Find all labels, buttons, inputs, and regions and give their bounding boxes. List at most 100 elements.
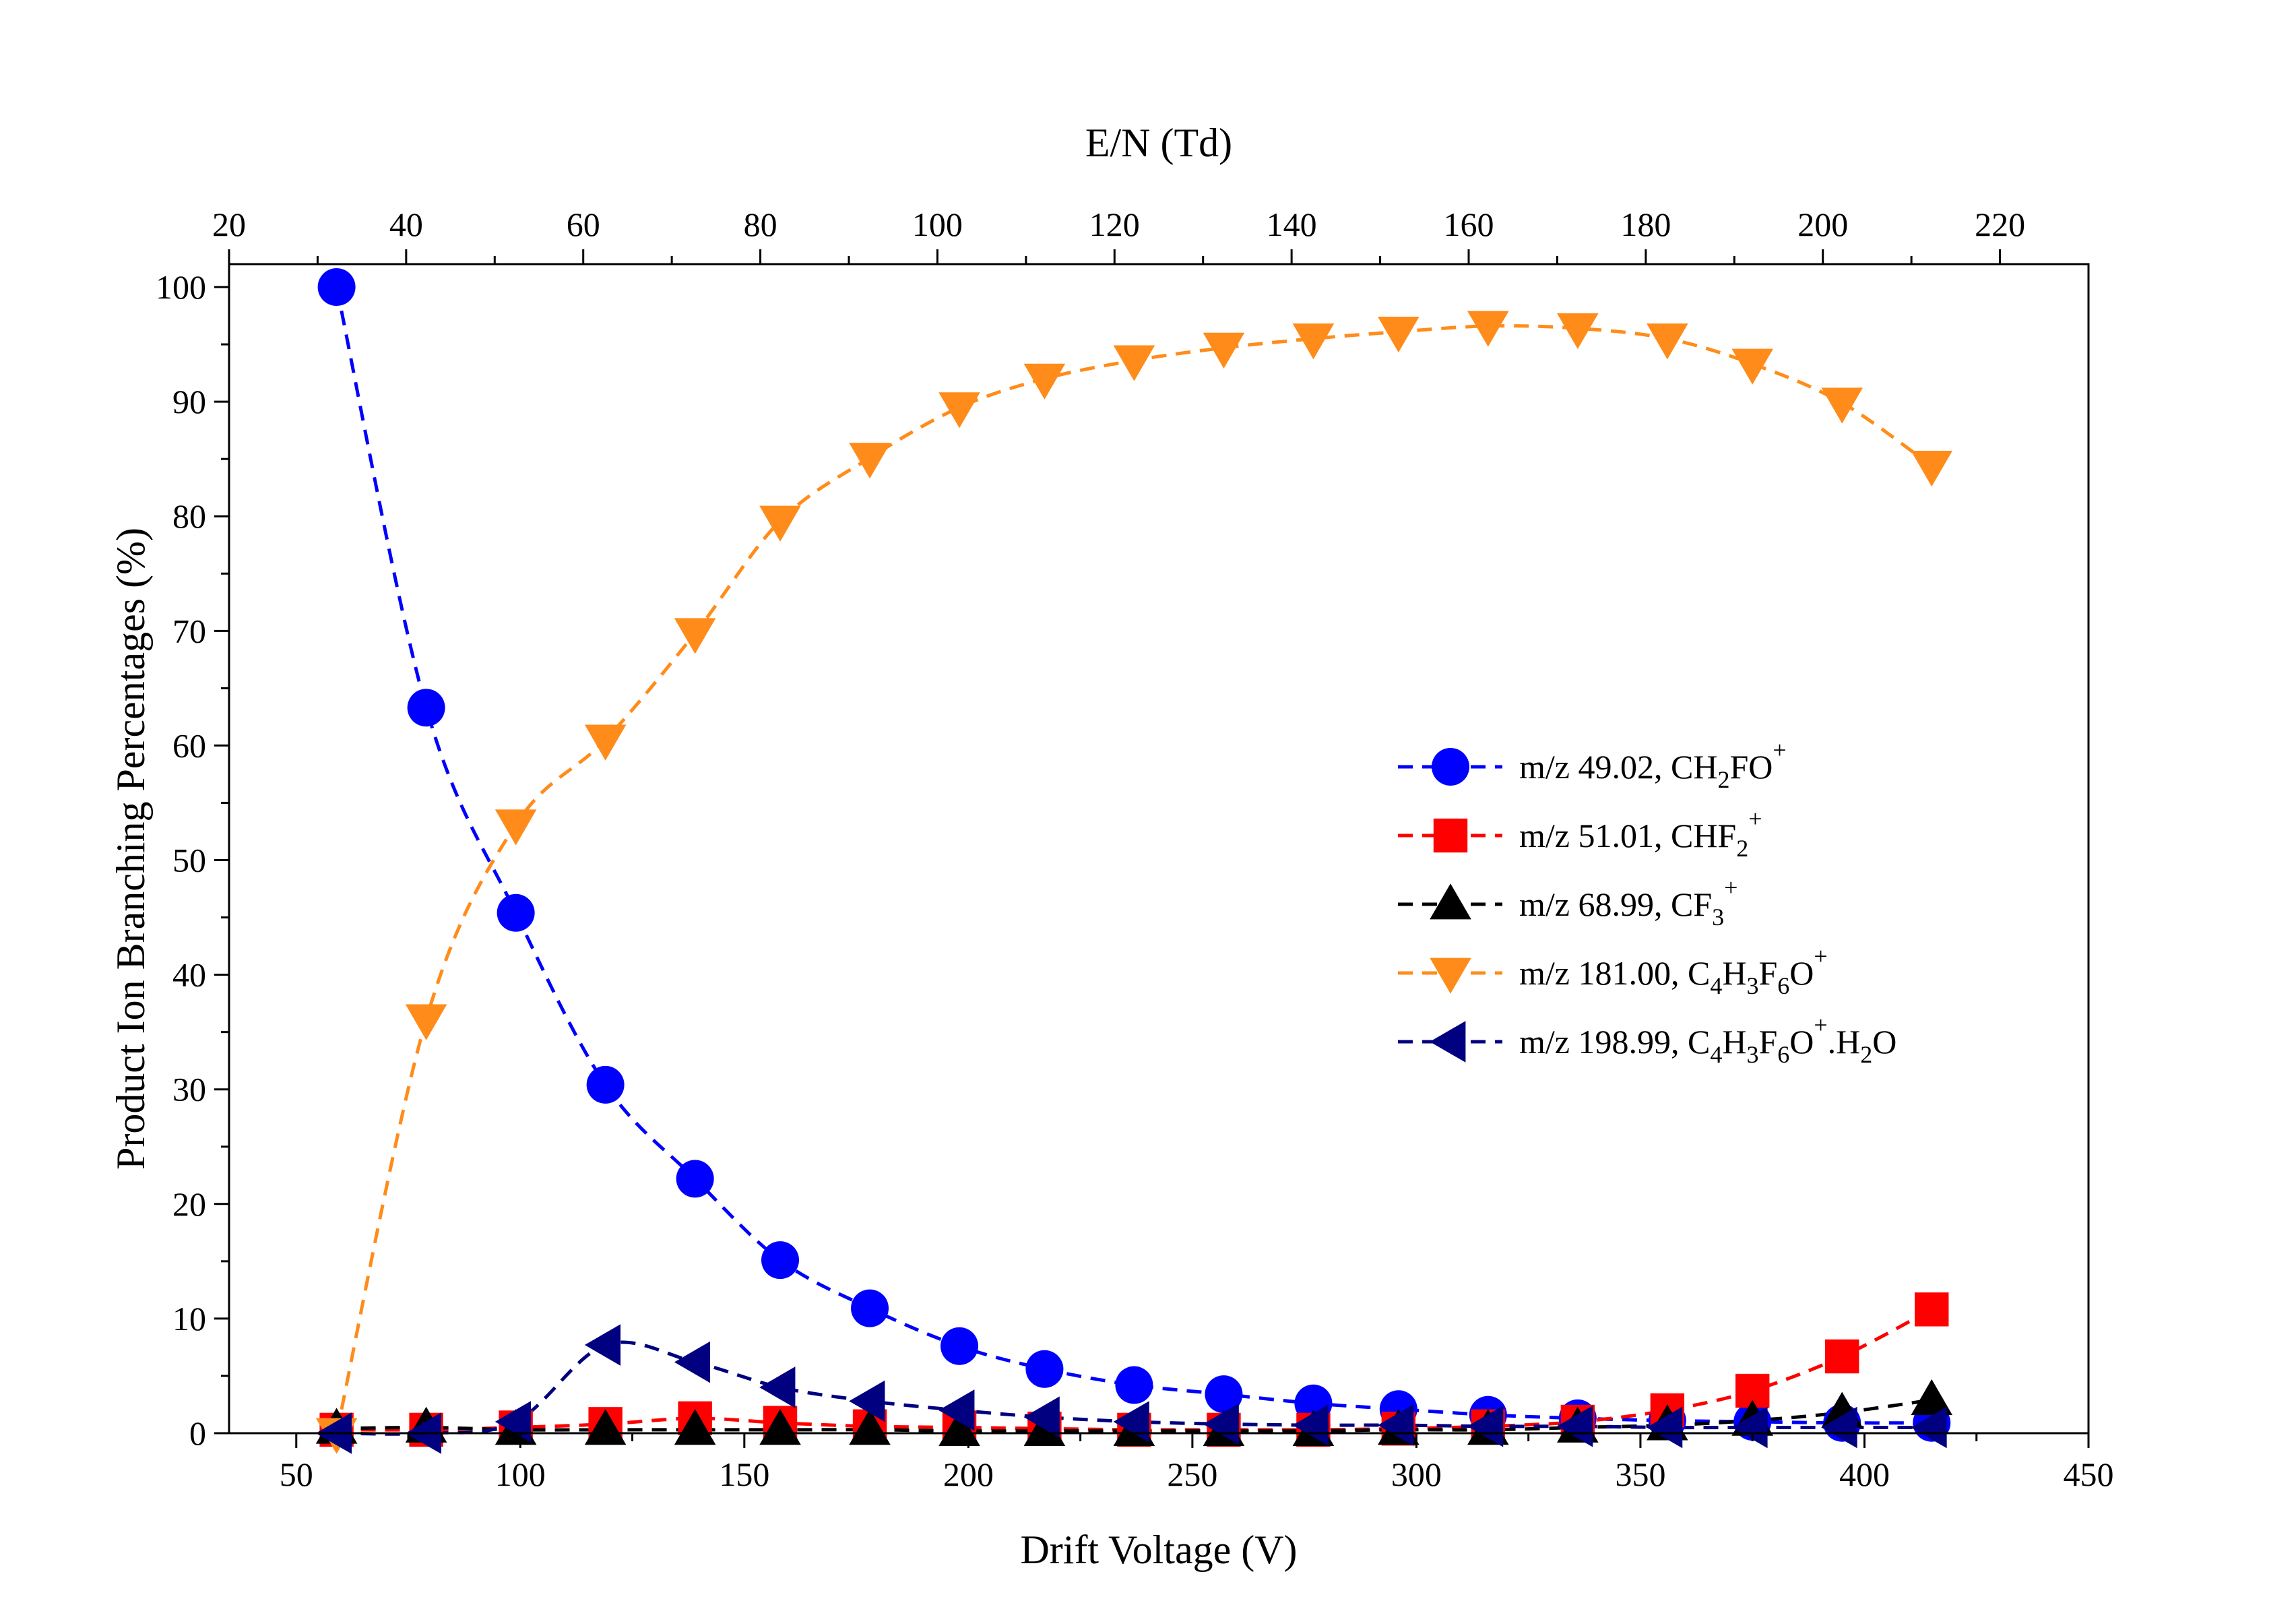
x-tick-label: 150 [719, 1455, 769, 1493]
series-5-point [495, 1401, 532, 1443]
series-5-point [1557, 1405, 1593, 1447]
y-tick-label: 80 [172, 497, 206, 535]
legend-label-part: 4 [1710, 972, 1722, 999]
series-4-point [1023, 363, 1066, 400]
top-tick-label: 80 [744, 206, 777, 243]
series-4-point [1203, 332, 1245, 369]
legend-marker [1430, 1021, 1466, 1063]
series-5-point [1378, 1404, 1414, 1446]
legend-marker [1430, 883, 1471, 920]
series-5-point [1911, 1406, 1947, 1449]
series-3-point [849, 1409, 891, 1445]
legend-label-part: m/z 51.01, CHF [1519, 817, 1736, 854]
x-tick-label: 450 [2064, 1455, 2114, 1493]
legend-label-part: 6 [1777, 1041, 1789, 1068]
legend-label: m/z 51.01, CHF2+ [1519, 805, 1762, 862]
y-tick-label: 90 [172, 383, 206, 420]
x-tick-label: 400 [1839, 1455, 1890, 1493]
top-axis-title: E/N (Td) [1085, 121, 1232, 165]
series-4-point [759, 505, 801, 542]
legend-label-part: 2 [1717, 766, 1729, 793]
top-tick-label: 60 [567, 206, 600, 243]
series-5-point [1113, 1401, 1149, 1443]
series-1-point [676, 1160, 714, 1198]
series-5-point [759, 1366, 796, 1408]
legend-label-part: m/z 181.00, C [1519, 954, 1710, 992]
legend: m/z 49.02, CH2FO+m/z 51.01, CHF2+m/z 68.… [1398, 736, 1896, 1068]
series-2-point [1825, 1339, 1859, 1374]
series-3-point [938, 1410, 980, 1446]
series-1-point [940, 1327, 979, 1365]
top-tick-label: 40 [389, 206, 423, 243]
legend-label: m/z 68.99, CF3+ [1519, 874, 1737, 931]
series-1-point [586, 1065, 625, 1104]
legend-label: m/z 49.02, CH2FO+ [1519, 736, 1787, 793]
series-1-point [1205, 1375, 1243, 1414]
legend-label-part: O [1789, 1023, 1814, 1061]
x-tick-label: 250 [1167, 1455, 1217, 1493]
series-5-point [1292, 1404, 1329, 1446]
legend-label-part: 3 [1746, 1041, 1758, 1068]
plot-frame [228, 263, 2090, 1435]
y-tick-label: 40 [172, 956, 206, 994]
top-tick-label: 100 [912, 206, 963, 243]
axis-ticks [214, 249, 2090, 1448]
y-tick-label: 60 [172, 726, 206, 764]
series-1-point [317, 268, 356, 307]
legend-label-part: 2 [1736, 835, 1748, 862]
series-1-point [497, 893, 535, 932]
legend-label-part: 2 [1860, 1041, 1872, 1068]
legend-marker [1432, 748, 1469, 786]
legend-label-part: F [1758, 954, 1777, 992]
series-4-point [1378, 316, 1420, 353]
x-tick-label: 350 [1615, 1455, 1665, 1493]
y-tick-label: 70 [172, 612, 206, 650]
series-3-point [1911, 1379, 1953, 1416]
x-tick-label: 50 [280, 1455, 313, 1493]
series-5-point [1821, 1406, 1857, 1449]
series-4-point [1821, 387, 1863, 424]
series-markers [315, 268, 1953, 1454]
legend-label-part: 3 [1712, 904, 1724, 931]
series-5-point [1647, 1406, 1683, 1449]
legend-label-part: + [1814, 1011, 1827, 1038]
top-tick-label: 140 [1267, 206, 1317, 243]
top-tick-label: 200 [1797, 206, 1848, 243]
legend-label-part: 4 [1710, 1041, 1722, 1068]
x-tick-label: 200 [943, 1455, 994, 1493]
legend-label: m/z 198.99, C4H3F6O+.H2O [1519, 1011, 1896, 1068]
series-1-point [407, 689, 445, 727]
legend-label-part: 6 [1777, 972, 1789, 999]
series-4-point [1911, 450, 1953, 487]
series-4-point [495, 809, 537, 846]
series-2-point [1915, 1292, 1949, 1327]
series-4-point [1113, 345, 1155, 381]
series-4-point [1467, 311, 1509, 347]
series-4-point [405, 1004, 447, 1040]
legend-label-part: m/z 198.99, C [1519, 1023, 1710, 1061]
series-5-point [849, 1380, 885, 1422]
legend-label-part: m/z 68.99, CF [1519, 885, 1712, 923]
top-tick-label: 120 [1089, 206, 1140, 243]
x-tick-label: 100 [495, 1455, 546, 1493]
legend-label-part: H [1722, 954, 1746, 992]
legend-label-part: + [1814, 943, 1827, 970]
legend-label-part: + [1748, 805, 1762, 832]
y-tick-label: 10 [172, 1300, 206, 1338]
legend-label-part: m/z 49.02, CH [1519, 748, 1717, 786]
legend-label-part: H [1722, 1023, 1746, 1061]
x-axis-title: Drift Voltage (V) [1020, 1528, 1297, 1572]
series-1-point [761, 1241, 800, 1280]
y-axis-title: Product Ion Branching Percentages (%) [108, 528, 153, 1170]
series-5-point [938, 1389, 975, 1431]
series-3-point [674, 1409, 716, 1445]
series-5-point [674, 1341, 711, 1383]
series-4-point [1731, 348, 1774, 385]
legend-label-part: 3 [1746, 972, 1758, 999]
legend-label-part: O [1872, 1023, 1896, 1061]
legend-label-part: + [1773, 736, 1786, 763]
y-tick-label: 0 [189, 1414, 206, 1452]
